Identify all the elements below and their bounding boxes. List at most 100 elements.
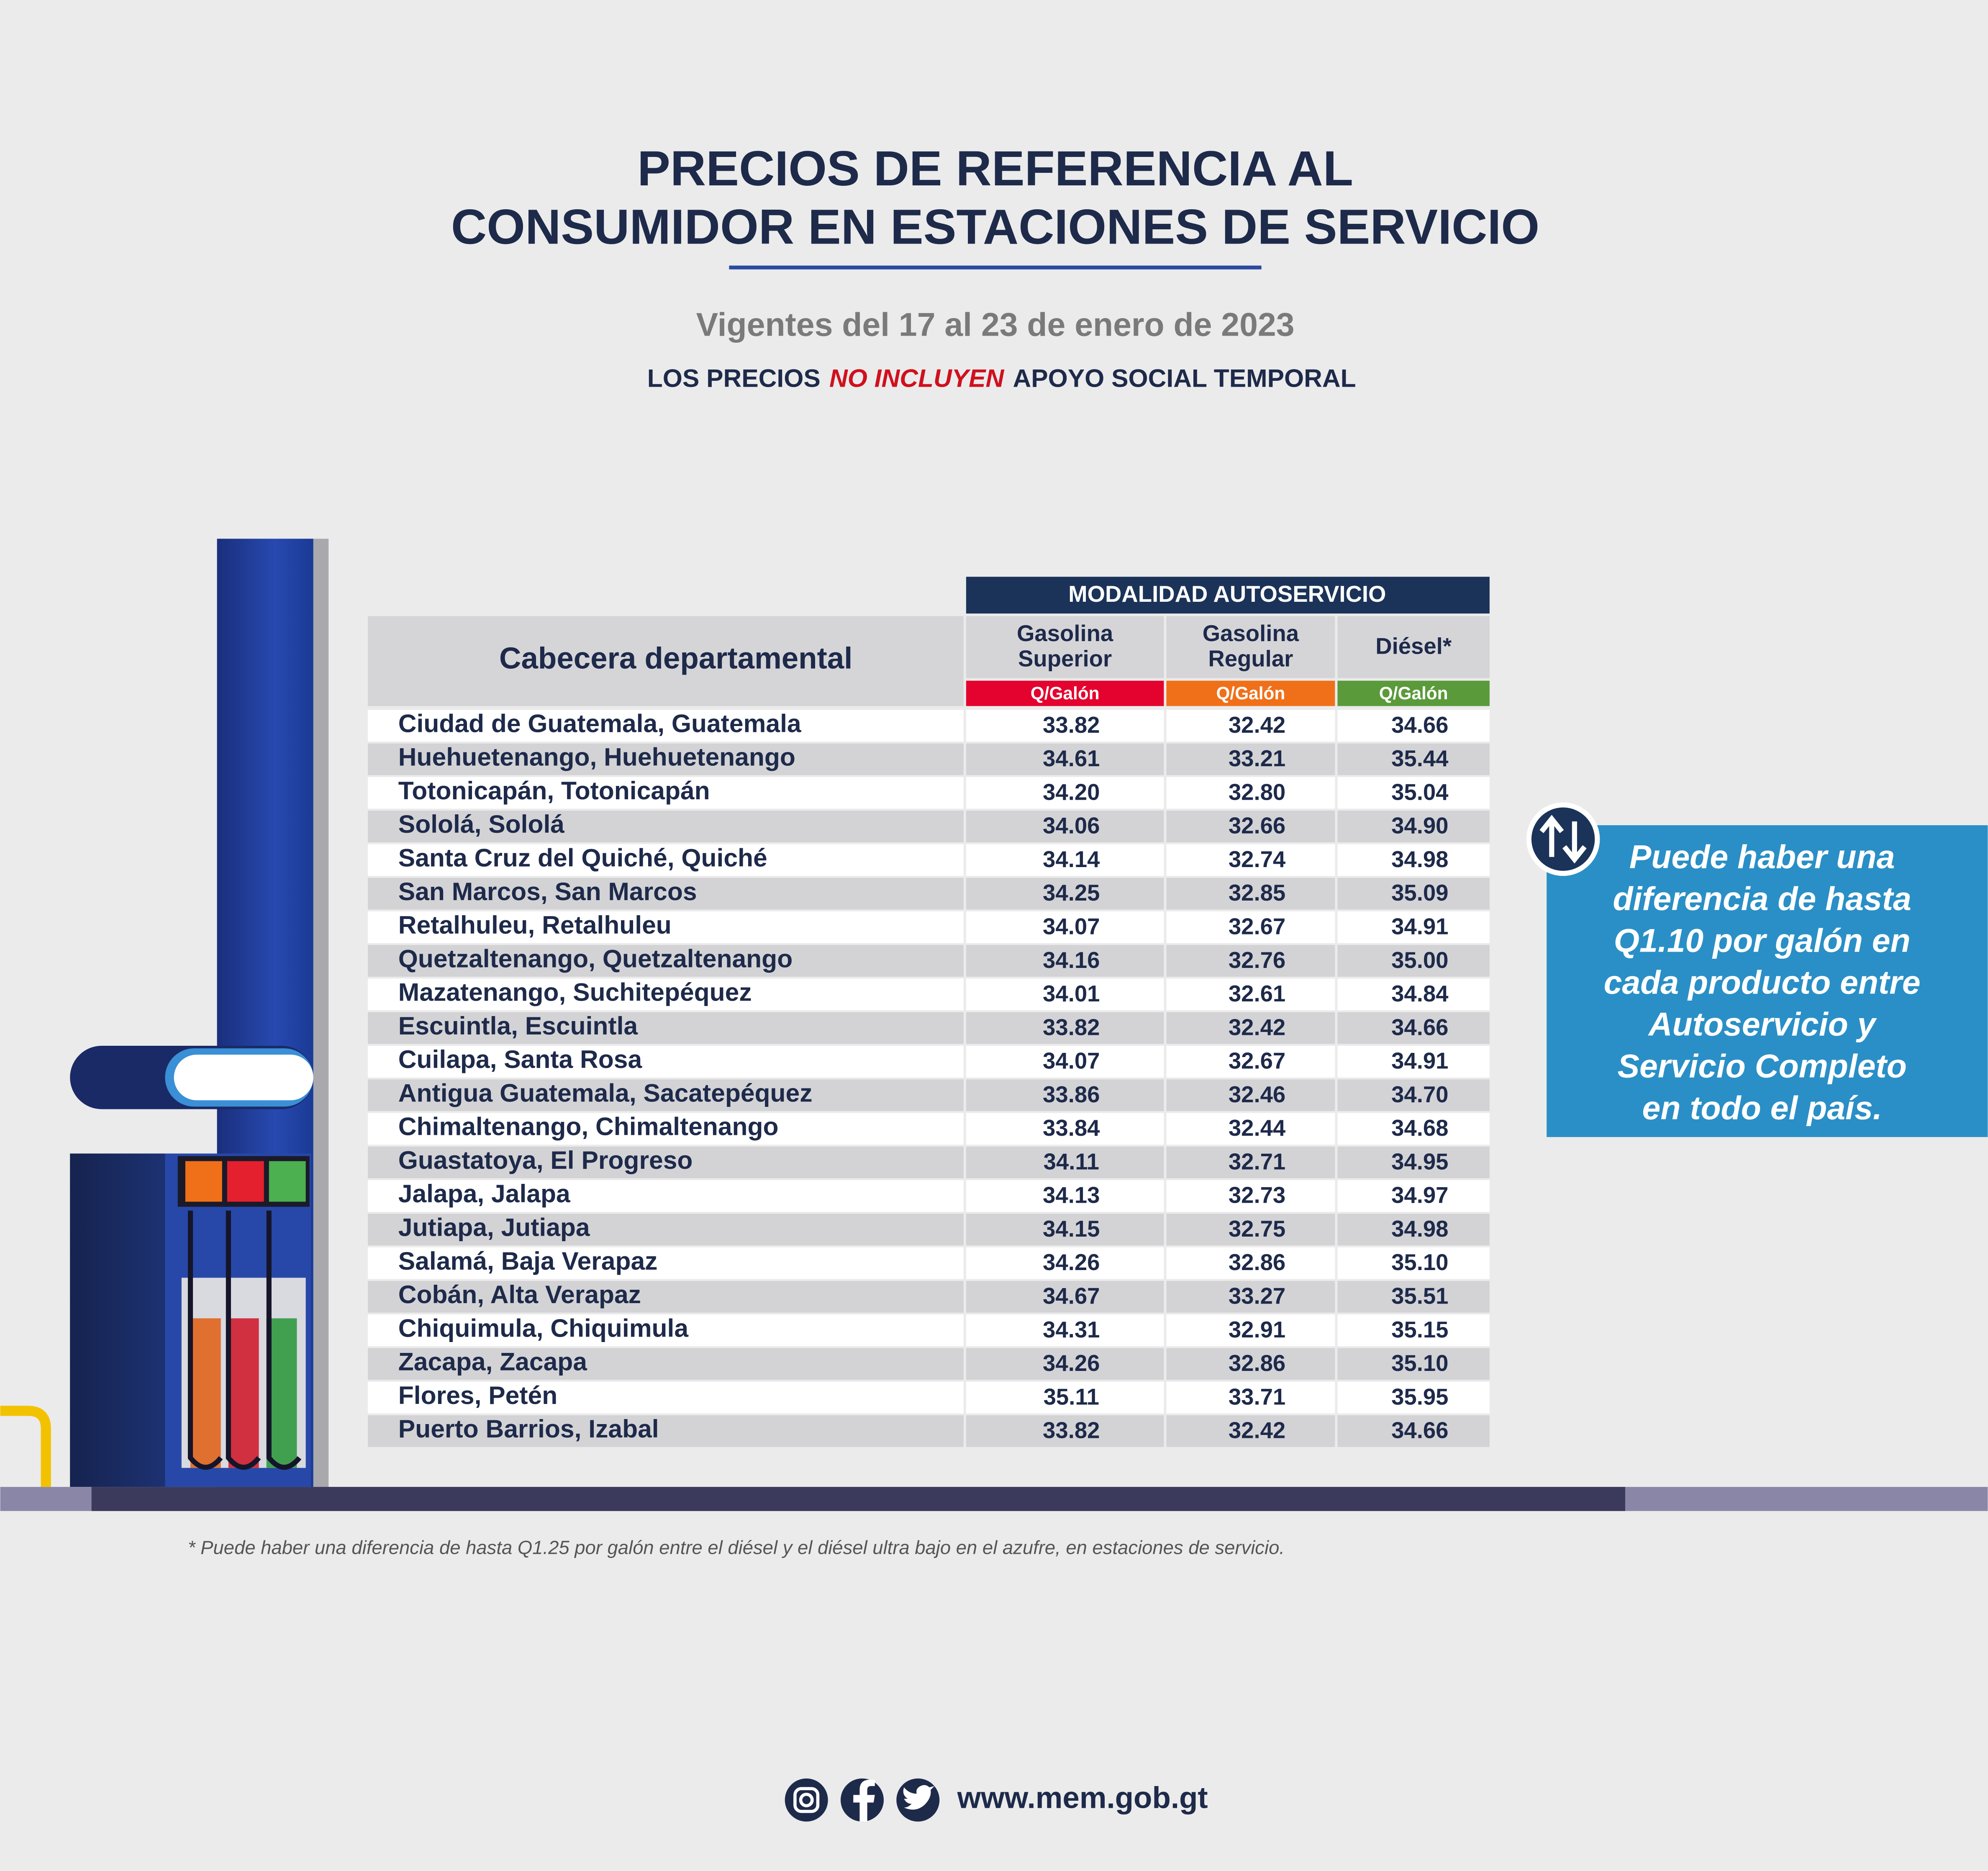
- row-bg: [368, 878, 964, 910]
- instagram-glyph: [793, 1787, 820, 1813]
- cell-bg: [1166, 1180, 1335, 1212]
- row-bg: [368, 945, 964, 977]
- row-bg: [368, 1314, 964, 1346]
- cell-bg: [966, 710, 1164, 742]
- price: 32.91: [1229, 1317, 1285, 1342]
- callout-icon-arrows: [1539, 815, 1587, 864]
- price: 32.42: [1229, 712, 1285, 738]
- price: 34.70: [1391, 1082, 1448, 1107]
- cell-bg: [1166, 1314, 1335, 1346]
- unit-bar: [1337, 680, 1490, 706]
- price: 35.11: [1044, 1384, 1099, 1409]
- price: 34.13: [1043, 1183, 1100, 1208]
- pump-light: [185, 1161, 222, 1202]
- unit-label: Q/Galón: [1216, 683, 1285, 703]
- price: 34.16: [1043, 947, 1100, 973]
- notice-text: LOS PRECIOS: [647, 364, 821, 393]
- price: 32.46: [1229, 1082, 1285, 1107]
- cell-bg: [1166, 1381, 1335, 1414]
- nozzle-holder: [190, 1318, 221, 1468]
- cell-bg: [1166, 1012, 1335, 1044]
- footnote: * Puede haber una diferencia de hasta Q1…: [188, 1537, 1285, 1558]
- cell-bg: [1337, 1146, 1490, 1178]
- cell-bg: [1337, 1113, 1490, 1145]
- price: 32.71: [1229, 1149, 1285, 1174]
- department-name: Retalhuleu, Retalhuleu: [398, 911, 672, 939]
- cell-bg: [1337, 1046, 1490, 1078]
- cell-bg: [1166, 1214, 1335, 1246]
- price: 33.27: [1229, 1283, 1285, 1309]
- column-header-bg: [1337, 616, 1490, 678]
- row-header-bg: [368, 616, 964, 706]
- cell-bg: [966, 1415, 1164, 1447]
- cell-bg: [966, 811, 1164, 842]
- callout-line: en todo el país.: [1642, 1089, 1882, 1126]
- row-bg: [368, 777, 964, 809]
- price: 34.07: [1043, 914, 1100, 939]
- cell-bg: [1337, 1348, 1490, 1380]
- department-name: Santa Cruz del Quiché, Quiché: [398, 844, 767, 872]
- pillar-side: [313, 539, 329, 1490]
- department-name: Mazatenango, Suchitepéquez: [398, 978, 752, 1006]
- column-header: Regular: [1208, 646, 1293, 672]
- price: 33.71: [1229, 1384, 1285, 1409]
- cell-bg: [966, 1079, 1164, 1111]
- price: 35.51: [1391, 1283, 1448, 1309]
- price: 32.67: [1229, 1048, 1285, 1074]
- instagram-glyph: [799, 1792, 814, 1807]
- department-name: Antigua Guatemala, Sacatepéquez: [398, 1078, 813, 1107]
- row-bg: [368, 1079, 964, 1111]
- column-header-bg: [966, 616, 1164, 678]
- price: 32.44: [1229, 1115, 1286, 1141]
- cell-bg: [1166, 1247, 1335, 1279]
- department-name: Jalapa, Jalapa: [398, 1179, 571, 1208]
- row-bg: [368, 1113, 964, 1145]
- price: 34.98: [1391, 1216, 1448, 1242]
- row-bg: [368, 1214, 964, 1246]
- cell-bg: [966, 1113, 1164, 1145]
- cell-bg: [1166, 945, 1335, 977]
- price: 34.66: [1391, 1014, 1448, 1040]
- cell-bg: [1337, 1314, 1490, 1346]
- row-bg: [368, 1046, 964, 1078]
- cell-bg: [1166, 1146, 1335, 1178]
- group-header-bg: [966, 577, 1490, 614]
- price: 33.84: [1043, 1115, 1100, 1141]
- pump-light: [227, 1161, 264, 1202]
- cell-bg: [966, 1381, 1164, 1414]
- price: 35.10: [1391, 1250, 1448, 1275]
- cell-bg: [966, 978, 1164, 1011]
- callout-line: Servicio Completo: [1617, 1047, 1906, 1084]
- price-table: MODALIDAD AUTOSERVICIO Cabecera departam…: [368, 577, 1490, 1447]
- unit-bar: [966, 680, 1164, 706]
- price: 35.09: [1391, 880, 1448, 906]
- column-header: Gasolina: [1017, 621, 1113, 646]
- group-header: MODALIDAD AUTOSERVICIO: [1068, 581, 1386, 607]
- price: 34.95: [1391, 1149, 1448, 1174]
- price: 35.44: [1391, 746, 1449, 771]
- instagram-icon[interactable]: [785, 1778, 828, 1822]
- row-bg: [368, 1381, 964, 1414]
- cell-bg: [966, 878, 1164, 910]
- department-name: Cuilapa, Santa Rosa: [398, 1045, 643, 1073]
- cell-bg: [1337, 1281, 1490, 1313]
- cell-bg: [1337, 811, 1490, 842]
- price: 32.76: [1229, 947, 1285, 973]
- price: 32.75: [1229, 1216, 1285, 1242]
- cell-bg: [966, 1247, 1164, 1279]
- price: 34.06: [1043, 813, 1100, 839]
- cell-bg: [1337, 911, 1490, 943]
- title-line: PRECIOS DE REFERENCIA AL: [637, 141, 1353, 196]
- department-name: Chiquimula, Chiquimula: [398, 1314, 689, 1342]
- cell-bg: [1337, 1180, 1490, 1212]
- price: 34.31: [1043, 1317, 1100, 1342]
- unit-label: Q/Galón: [1379, 683, 1448, 703]
- website[interactable]: www.mem.gob.gt: [957, 1781, 1208, 1815]
- price: 32.42: [1229, 1014, 1285, 1040]
- cell-bg: [1166, 978, 1335, 1011]
- department-name: Quetzaltenango, Quetzaltenango: [398, 944, 793, 973]
- notice-text: APOYO SOCIAL TEMPORAL: [1013, 364, 1356, 393]
- price: 32.74: [1229, 847, 1286, 872]
- cell-bg: [966, 844, 1164, 876]
- cell-bg: [1337, 1247, 1490, 1279]
